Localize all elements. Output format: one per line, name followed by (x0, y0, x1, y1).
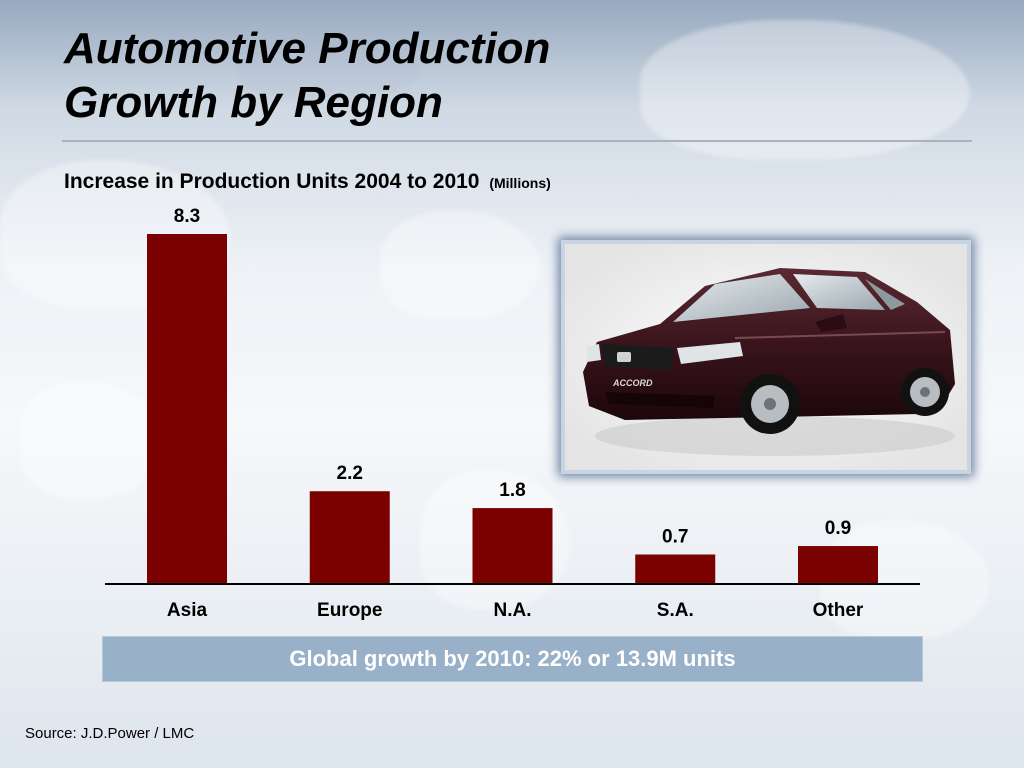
global-growth-callout: Global growth by 2010: 22% or 13.9M unit… (102, 636, 923, 682)
x-tick-label: Asia (167, 600, 208, 621)
slide-title: Automotive Production Growth by Region (64, 22, 550, 130)
data-label: 0.7 (662, 526, 688, 547)
bar-other (798, 546, 878, 584)
chart-unit-label: (Millions) (489, 175, 551, 191)
x-tick-label: S.A. (657, 600, 694, 621)
chart-title: Increase in Production Units 2004 to 201… (64, 170, 551, 194)
bar-n-a (472, 508, 553, 584)
source-note: Source: J.D.Power / LMC (25, 725, 195, 742)
car-photo: ACCORD (565, 244, 967, 470)
x-tick-label: Europe (317, 600, 382, 621)
x-tick-label: N.A. (494, 600, 532, 621)
data-label: 1.8 (499, 480, 525, 501)
bar-europe (309, 491, 390, 584)
car-badge-text: ACCORD (612, 378, 653, 388)
bar-asia (147, 234, 227, 584)
bar-s-a (635, 554, 716, 584)
chart-title-text: Increase in Production Units 2004 to 201… (64, 170, 480, 193)
slide-title-line1: Automotive Production (64, 24, 551, 73)
data-label: 0.9 (825, 518, 851, 539)
car-photo-frame: ACCORD (561, 240, 971, 474)
data-label: 8.3 (174, 206, 200, 227)
slide-title-line2: Growth by Region (64, 78, 443, 127)
data-label: 2.2 (337, 463, 363, 484)
x-tick-label: Other (813, 600, 864, 621)
title-divider (62, 140, 972, 142)
